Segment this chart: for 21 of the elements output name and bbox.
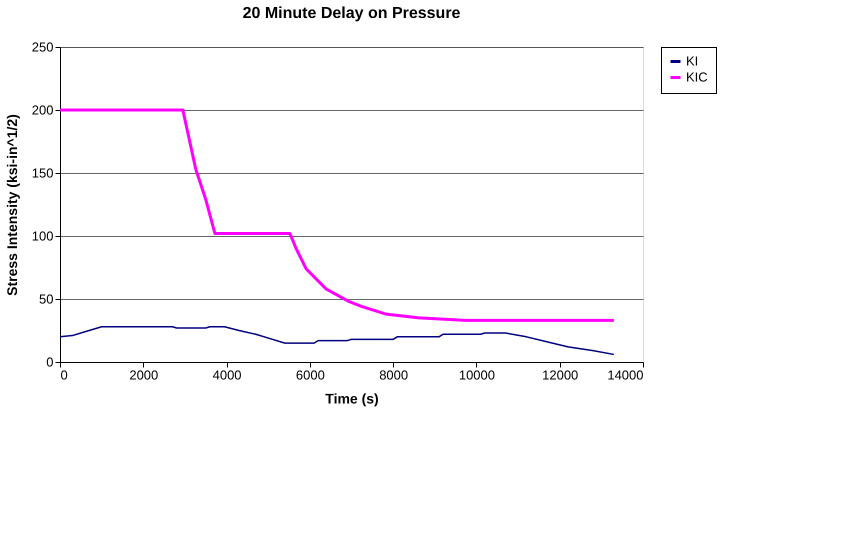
y-tick-label: 0 (46, 354, 54, 370)
y-tick-label: 250 (32, 40, 54, 54)
y-tick-label: 200 (32, 102, 54, 118)
x-tick-label: 12000 (542, 368, 578, 382)
legend-label: KI (686, 54, 698, 68)
y-tick-label: 100 (32, 228, 54, 244)
x-tick-label: 0 (60, 368, 68, 382)
y-axis-title: Stress Intensity (ksi-in^1/2) (4, 114, 20, 296)
x-tick-label: 4000 (212, 368, 242, 382)
y-tick-label: 150 (32, 166, 54, 180)
y-tick-label: 50 (39, 292, 54, 306)
x-axis-title: Time (s) (325, 390, 379, 406)
x-tick-label: 2000 (129, 368, 158, 382)
x-tick-label: 14000 (607, 368, 644, 382)
line-series (59, 326, 615, 356)
x-tick-label: 8000 (379, 368, 408, 382)
chart-title: 20 Minute Delay on Pressure (242, 5, 461, 22)
x-tick-label: 10000 (458, 368, 496, 382)
line-series (58, 108, 616, 322)
x-tick-label: 6000 (296, 368, 325, 382)
legend-label: KIC (686, 70, 708, 84)
